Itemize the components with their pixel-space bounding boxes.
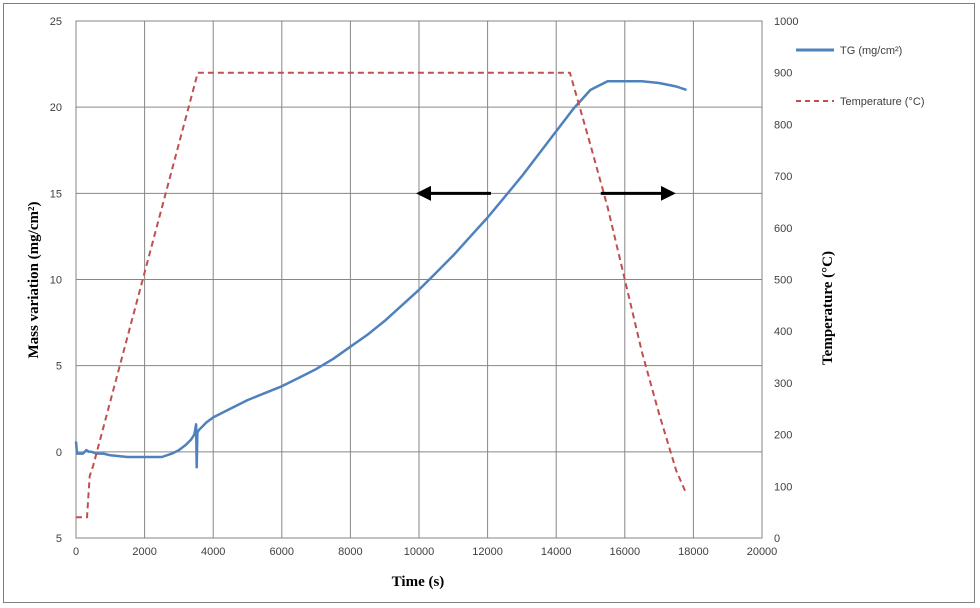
y-left-tick-label: 15 bbox=[50, 188, 62, 200]
x-tick-label: 20000 bbox=[747, 546, 778, 558]
chart-frame bbox=[3, 3, 975, 603]
y-right-tick-label: 300 bbox=[774, 378, 792, 390]
y-right-tick-label: 1000 bbox=[774, 16, 798, 28]
y-right-tick-label: 900 bbox=[774, 68, 792, 80]
x-tick-label: 16000 bbox=[610, 546, 641, 558]
x-axis-title: Time (s) bbox=[392, 574, 445, 590]
y-right-tick-label: 600 bbox=[774, 223, 792, 235]
y-right-tick-label: 400 bbox=[774, 326, 792, 338]
legend-label-temperature: Temperature (°C) bbox=[840, 96, 924, 108]
series-line-temperature bbox=[76, 71, 688, 519]
y-left-axis-ticks: 5 0 5 10 15 20 25 bbox=[50, 16, 62, 545]
x-tick-label: 8000 bbox=[338, 546, 362, 558]
y-right-tick-label: 200 bbox=[774, 430, 792, 442]
x-tick-label: 18000 bbox=[678, 546, 709, 558]
y-right-tick-label: 100 bbox=[774, 481, 792, 493]
y-right-tick-label: 700 bbox=[774, 171, 792, 183]
legend: TG (mg/cm²) Temperature (°C) bbox=[796, 45, 924, 108]
y-left-tick-label: 25 bbox=[50, 16, 62, 28]
y-left-axis-title: Mass variation (mg/cm²) bbox=[26, 202, 42, 359]
x-tick-label: 0 bbox=[73, 546, 79, 558]
x-tick-label: 6000 bbox=[270, 546, 294, 558]
y-left-tick-label: 5 bbox=[56, 361, 62, 373]
y-left-tick-label: 0 bbox=[56, 447, 62, 459]
legend-label-tg: TG (mg/cm²) bbox=[840, 45, 902, 57]
y-left-tick-label: 5 bbox=[56, 533, 62, 545]
x-tick-label: 2000 bbox=[132, 546, 156, 558]
y-right-tick-label: 800 bbox=[774, 119, 792, 131]
x-tick-label: 12000 bbox=[472, 546, 503, 558]
y-left-tick-label: 20 bbox=[50, 102, 62, 114]
x-tick-label: 10000 bbox=[404, 546, 435, 558]
y-left-tick-label: 10 bbox=[50, 275, 62, 287]
x-tick-label: 4000 bbox=[201, 546, 225, 558]
y-right-tick-label: 0 bbox=[774, 533, 780, 545]
x-axis-ticks: 0 2000 4000 6000 8000 10000 12000 14000 16000 180… bbox=[73, 546, 777, 558]
plot-area bbox=[75, 20, 763, 539]
x-tick-label: 14000 bbox=[541, 546, 572, 558]
y-right-axis-title: Temperature (°C) bbox=[820, 251, 836, 365]
series-line-tg bbox=[74, 80, 687, 469]
y-right-tick-label: 500 bbox=[774, 275, 792, 287]
y-right-axis-ticks: 0 100 200 300 400 500 600 700 800 900 1000 bbox=[774, 16, 798, 545]
series-layer bbox=[74, 71, 688, 519]
gridlines bbox=[76, 21, 762, 538]
